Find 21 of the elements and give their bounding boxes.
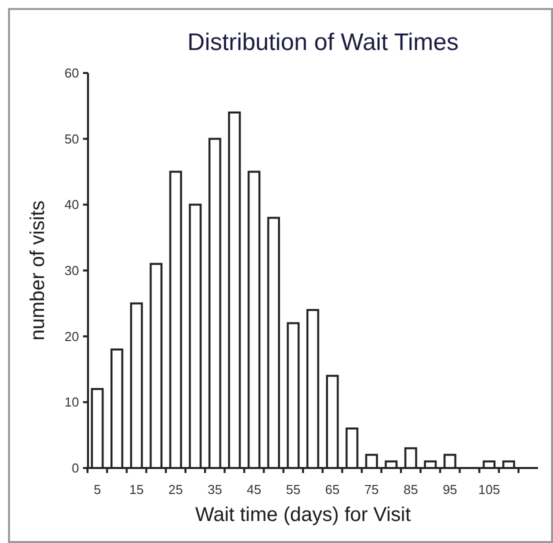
- x-tick-label: 105: [478, 482, 500, 497]
- y-tick-label: 10: [64, 394, 79, 410]
- x-tick-label: 85: [404, 482, 418, 497]
- x-tick-label: 25: [168, 482, 183, 497]
- x-tick-label: 95: [442, 482, 458, 497]
- x-tick-label: 15: [129, 482, 144, 497]
- x-tick-label: 35: [208, 482, 222, 497]
- chart-title: Distribution of Wait Times: [187, 29, 459, 56]
- x-tick-label: 75: [364, 482, 379, 497]
- y-tick-label: 40: [64, 197, 79, 212]
- x-tick-label: 65: [325, 482, 340, 497]
- y-axis-title: number of visits: [27, 200, 49, 341]
- x-tick-label: 55: [286, 482, 300, 497]
- x-tick-label: 45: [246, 482, 262, 497]
- x-axis-title: Wait time (days) for Visit: [195, 504, 412, 526]
- y-tick-label: 60: [64, 66, 79, 81]
- y-tick-label: 50: [64, 131, 79, 146]
- y-tick-label: 20: [64, 328, 79, 344]
- y-tick-label: 0: [72, 460, 79, 476]
- x-tick-label: 5: [94, 482, 101, 497]
- y-tick-label: 30: [64, 263, 79, 278]
